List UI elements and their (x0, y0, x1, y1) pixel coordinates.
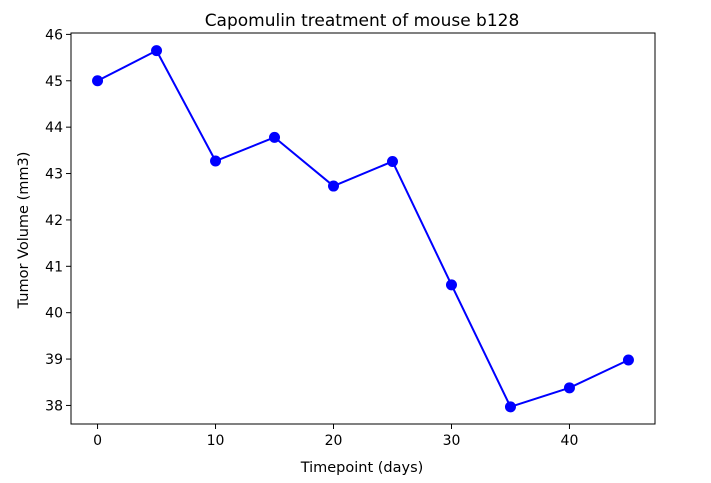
data-point (328, 180, 340, 192)
y-tick-label: 46 (45, 27, 63, 43)
y-tick-label: 40 (45, 306, 63, 322)
data-point (563, 382, 575, 394)
y-tick-label: 45 (45, 74, 63, 90)
data-point (92, 75, 104, 87)
plot-frame (70, 32, 656, 425)
data-point (504, 401, 516, 413)
data-point (386, 155, 398, 167)
x-tick-label: 0 (93, 433, 102, 449)
x-axis-label: Timepoint (days) (300, 460, 424, 476)
y-tick-label: 38 (45, 398, 63, 414)
y-tick-label: 39 (45, 352, 63, 368)
x-tick-label: 40 (561, 433, 579, 449)
y-tick-label: 42 (45, 213, 63, 229)
y-tick-label: 43 (45, 167, 63, 183)
y-axis-label: Tumor Volume (mm3) (16, 152, 32, 310)
data-point (210, 155, 222, 167)
x-tick-label: 20 (325, 433, 343, 449)
data-point (445, 279, 457, 291)
data-point (151, 45, 163, 57)
y-tick-label: 41 (45, 259, 63, 275)
data-point (622, 354, 634, 366)
data-point (269, 131, 281, 143)
series-line (97, 49, 629, 408)
y-tick-label: 44 (45, 120, 63, 136)
x-tick-label: 10 (207, 433, 225, 449)
x-tick-label: 30 (443, 433, 461, 449)
chart-title: Capomulin treatment of mouse b128 (205, 11, 520, 31)
plot-area: 0 10 20 30 40 38 39 40 41 42 43 44 45 46 (45, 27, 656, 449)
